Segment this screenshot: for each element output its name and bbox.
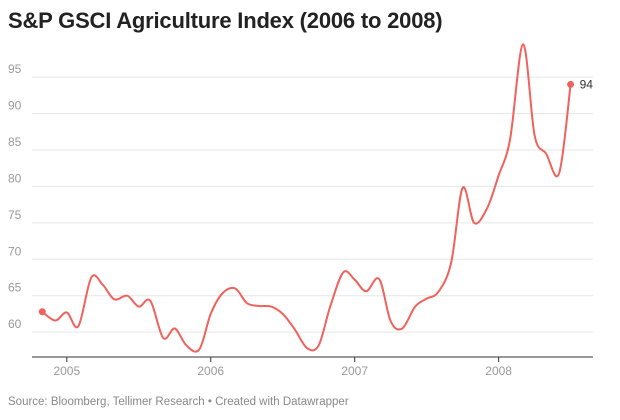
chart-title: S&P GSCI Agriculture Index (2006 to 2008… — [8, 8, 443, 33]
markers: 94 — [38, 77, 594, 316]
y-tick-label: 95 — [8, 62, 22, 76]
y-tick-label: 75 — [8, 208, 22, 222]
start-point-marker — [38, 308, 46, 316]
y-tick-label: 70 — [8, 244, 22, 258]
y-tick-labels: 60 65 70 75 80 85 90 95 — [8, 62, 22, 331]
end-value-label: 94 — [580, 77, 594, 91]
y-tick-label: 65 — [8, 281, 22, 295]
x-tick-labels: 2005 2006 2007 2008 — [53, 357, 512, 378]
y-tick-label: 90 — [8, 99, 22, 113]
end-point-marker — [567, 80, 575, 88]
series-line — [41, 43, 572, 353]
x-tick-label: 2005 — [53, 364, 80, 378]
y-tick-label: 60 — [8, 317, 22, 331]
source-note: Source: Bloomberg, Tellimer Research • C… — [8, 396, 349, 408]
grid-lines — [32, 76, 593, 333]
y-tick-label: 85 — [8, 135, 22, 149]
x-tick-label: 2007 — [341, 364, 368, 378]
x-tick-label: 2008 — [485, 364, 512, 378]
y-tick-label: 80 — [8, 171, 22, 185]
x-tick-label: 2006 — [197, 364, 224, 378]
